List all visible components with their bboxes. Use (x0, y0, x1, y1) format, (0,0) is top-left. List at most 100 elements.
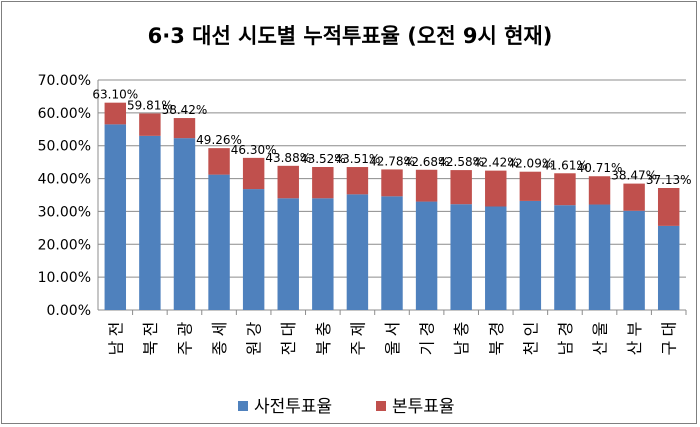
bar-segment-pre-voting (277, 198, 299, 310)
x-tick-label-char: 북 (487, 341, 506, 356)
bar-segment-pre-voting (312, 198, 334, 310)
bar-segment-main-voting (381, 169, 403, 197)
data-label-total: 40.71% (577, 161, 623, 175)
bar-segment-pre-voting (381, 196, 403, 310)
bar-segment-pre-voting (346, 194, 369, 310)
y-tick-label: 60.00% (38, 106, 91, 122)
bar-segment-pre-voting (450, 204, 472, 310)
data-label-total: 42.68% (404, 155, 450, 169)
x-tick-label-char: 남 (106, 340, 125, 355)
data-label-total: 59.81% (127, 98, 173, 112)
bar-segment-main-voting (450, 170, 472, 205)
bar-segment-main-voting (277, 165, 299, 199)
bar-segment-pre-voting (554, 205, 576, 310)
x-tick-label-char: 산 (591, 340, 610, 355)
y-tick-label: 10.00% (38, 270, 91, 286)
bar-segment-main-voting (173, 118, 196, 139)
x-tick-label-char: 강 (245, 321, 264, 336)
data-label-total: 42.09% (507, 157, 553, 171)
x-tick-label-char: 경 (418, 322, 437, 337)
bar-segment-pre-voting (242, 189, 265, 310)
bar-segment-pre-voting (173, 138, 196, 310)
y-tick-label: 30.00% (38, 204, 91, 220)
data-label-total: 43.51% (335, 152, 381, 166)
x-tick-label-char: 충 (314, 322, 333, 337)
data-label-total: 58.42% (162, 103, 208, 117)
data-label-total: 42.78% (369, 154, 415, 168)
y-tick-label: 70.00% (38, 73, 91, 89)
y-tick-label: 40.00% (38, 172, 91, 188)
bar-segment-main-voting (139, 113, 161, 136)
x-tick-label-char: 북 (314, 341, 333, 356)
bar-segment-pre-voting (588, 204, 611, 310)
bar-segment-main-voting (208, 148, 230, 175)
x-tick-label-char: 북 (141, 341, 160, 356)
bar-segment-main-voting (657, 188, 680, 226)
chart-title: 6·3 대선 시도별 누적투표율 (오전 9시 현재) (147, 24, 553, 48)
data-label-total: 43.52% (300, 152, 346, 166)
data-label-total: 37.13% (646, 173, 692, 187)
bar-segment-main-voting (554, 173, 576, 206)
bar-segment-main-voting (415, 169, 438, 202)
data-label-total: 41.61% (542, 158, 588, 172)
x-tick-label-char: 경 (556, 322, 575, 337)
x-tick-label-char: 전 (141, 322, 160, 337)
bar-segment-main-voting (588, 176, 611, 205)
bar-segment-pre-voting (139, 135, 161, 310)
legend-swatch-main-voting (376, 401, 386, 411)
bar-segment-pre-voting (104, 124, 127, 310)
data-label-total: 63.10% (92, 88, 138, 102)
x-tick-label-char: 주 (348, 341, 367, 356)
bar-segment-main-voting (346, 167, 369, 195)
bar-segment-pre-voting (657, 225, 680, 310)
data-label-total: 43.88% (265, 151, 311, 165)
data-label-total: 49.26% (196, 133, 242, 147)
x-tick-label-char: 남 (556, 340, 575, 355)
data-label-total: 46.30% (231, 143, 277, 157)
y-tick-label: 50.00% (38, 139, 91, 155)
x-tick-label-char: 전 (279, 341, 298, 356)
x-tick-label-char: 원 (245, 341, 264, 356)
x-tick-label-char: 전 (106, 322, 125, 337)
x-tick-label-char: 천 (521, 341, 540, 356)
x-tick-label-char: 대 (660, 322, 679, 337)
x-tick-label-char: 충 (452, 322, 471, 337)
y-tick-label: 0.00% (47, 303, 91, 319)
x-tick-label-char: 대 (279, 322, 298, 337)
legend-label-main-voting: 본투표율 (392, 397, 455, 417)
legend-item-pre-voting: 사전투표율 (238, 392, 332, 417)
bar-segment-main-voting (242, 157, 265, 190)
bar-segment-pre-voting (415, 201, 438, 310)
x-tick-label-char: 제 (348, 322, 367, 337)
legend-swatch-pre-voting (238, 401, 248, 411)
y-tick-label: 20.00% (38, 237, 91, 253)
x-tick-label-char: 서 (383, 322, 402, 337)
x-tick-label-char: 종 (210, 341, 229, 356)
legend-label-pre-voting: 사전투표율 (254, 397, 333, 417)
x-tick-label-char: 산 (625, 340, 644, 355)
x-tick-label-char: 울 (591, 322, 610, 337)
bar-segment-main-voting (519, 171, 542, 201)
x-tick-label-char: 경 (487, 322, 506, 337)
bar-segment-main-voting (104, 102, 127, 125)
bar-segment-pre-voting (519, 200, 542, 310)
x-tick-label-char: 인 (521, 322, 540, 337)
bar-segment-pre-voting (208, 174, 230, 310)
x-tick-label-char: 주 (175, 341, 194, 356)
bar-segment-pre-voting (623, 210, 645, 310)
x-tick-label-char: 남 (452, 340, 471, 355)
x-tick-label-char: 울 (383, 341, 402, 356)
bar-segment-main-voting (485, 170, 507, 207)
data-label-total: 42.58% (438, 155, 484, 169)
data-label-total: 42.42% (473, 156, 519, 170)
x-tick-label-char: 구 (660, 341, 679, 356)
bar-segment-main-voting (623, 183, 645, 211)
x-tick-label-char: 광 (175, 321, 194, 336)
x-tick-label-char: 부 (625, 322, 644, 337)
bar-segment-main-voting (312, 167, 334, 199)
bar-segment-pre-voting (485, 206, 507, 310)
x-tick-label-char: 세 (210, 322, 229, 337)
legend-item-main-voting: 본투표율 (376, 392, 455, 417)
data-label-total: 38.47% (611, 169, 657, 183)
